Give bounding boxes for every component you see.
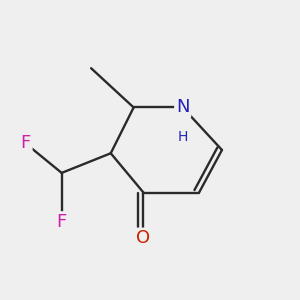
Text: F: F: [56, 213, 67, 231]
Text: N: N: [176, 98, 190, 116]
Text: F: F: [21, 134, 31, 152]
Text: O: O: [136, 229, 151, 247]
Text: H: H: [178, 130, 188, 144]
